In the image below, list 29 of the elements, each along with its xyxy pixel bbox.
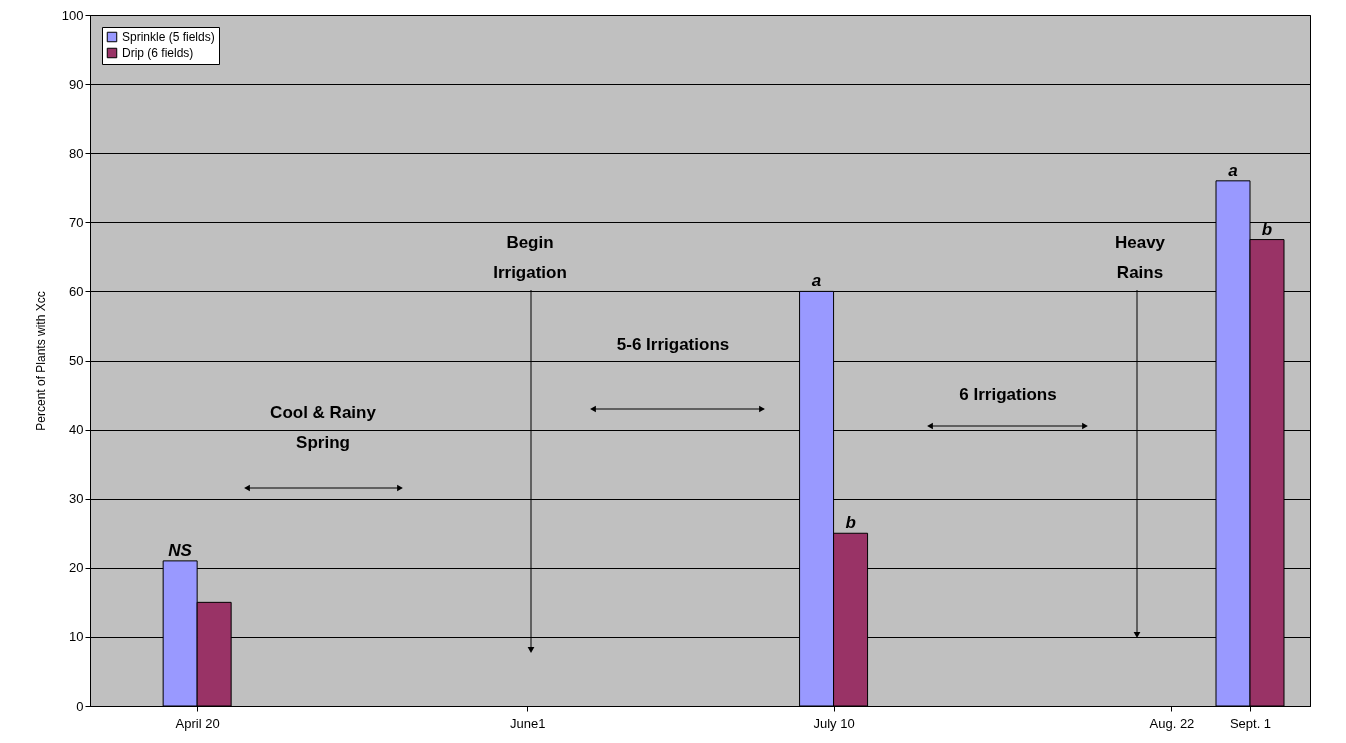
y-tick-label: 10 bbox=[69, 629, 84, 645]
annotation: 5-6 Irrigations bbox=[616, 335, 730, 354]
x-tick-label: April 20 bbox=[175, 715, 220, 731]
annotation: 6 Irrigations bbox=[959, 385, 1057, 404]
y-tick-label: 50 bbox=[69, 353, 84, 368]
annotation: Cool & Rainy Spring bbox=[270, 403, 377, 452]
y-tick-label: 70 bbox=[69, 214, 84, 230]
annotation: NS bbox=[168, 540, 193, 560]
annotation: b bbox=[1261, 219, 1273, 239]
annotation: b bbox=[845, 513, 856, 533]
annotation: Begin Irrigation bbox=[493, 233, 567, 282]
y-tick-label: 60 bbox=[69, 283, 84, 299]
y-tick-label: 40 bbox=[69, 422, 84, 438]
legend-label: Drip (6 fields) bbox=[122, 46, 194, 60]
y-tick-label: 0 bbox=[76, 698, 84, 714]
x-tick-label: Aug. 22 bbox=[1149, 715, 1195, 731]
legend-label: Sprinkle (5 fields) bbox=[122, 30, 215, 44]
y-tick-label: 20 bbox=[69, 560, 84, 576]
annotation: a bbox=[811, 271, 822, 291]
annotation: a bbox=[1228, 160, 1238, 180]
annotation: Heavy Rains bbox=[1114, 233, 1166, 282]
x-tick-label: Sept. 1 bbox=[1229, 715, 1272, 731]
x-tick-label: July 10 bbox=[813, 715, 855, 731]
y-axis-title: Percent of Plants with Xcc bbox=[33, 291, 48, 431]
y-tick-label: 80 bbox=[69, 145, 84, 161]
y-tick-label: 30 bbox=[69, 491, 84, 507]
y-tick-label: 100 bbox=[61, 7, 84, 23]
y-tick-label: 90 bbox=[69, 76, 84, 92]
x-tick-label: June1 bbox=[509, 715, 546, 731]
